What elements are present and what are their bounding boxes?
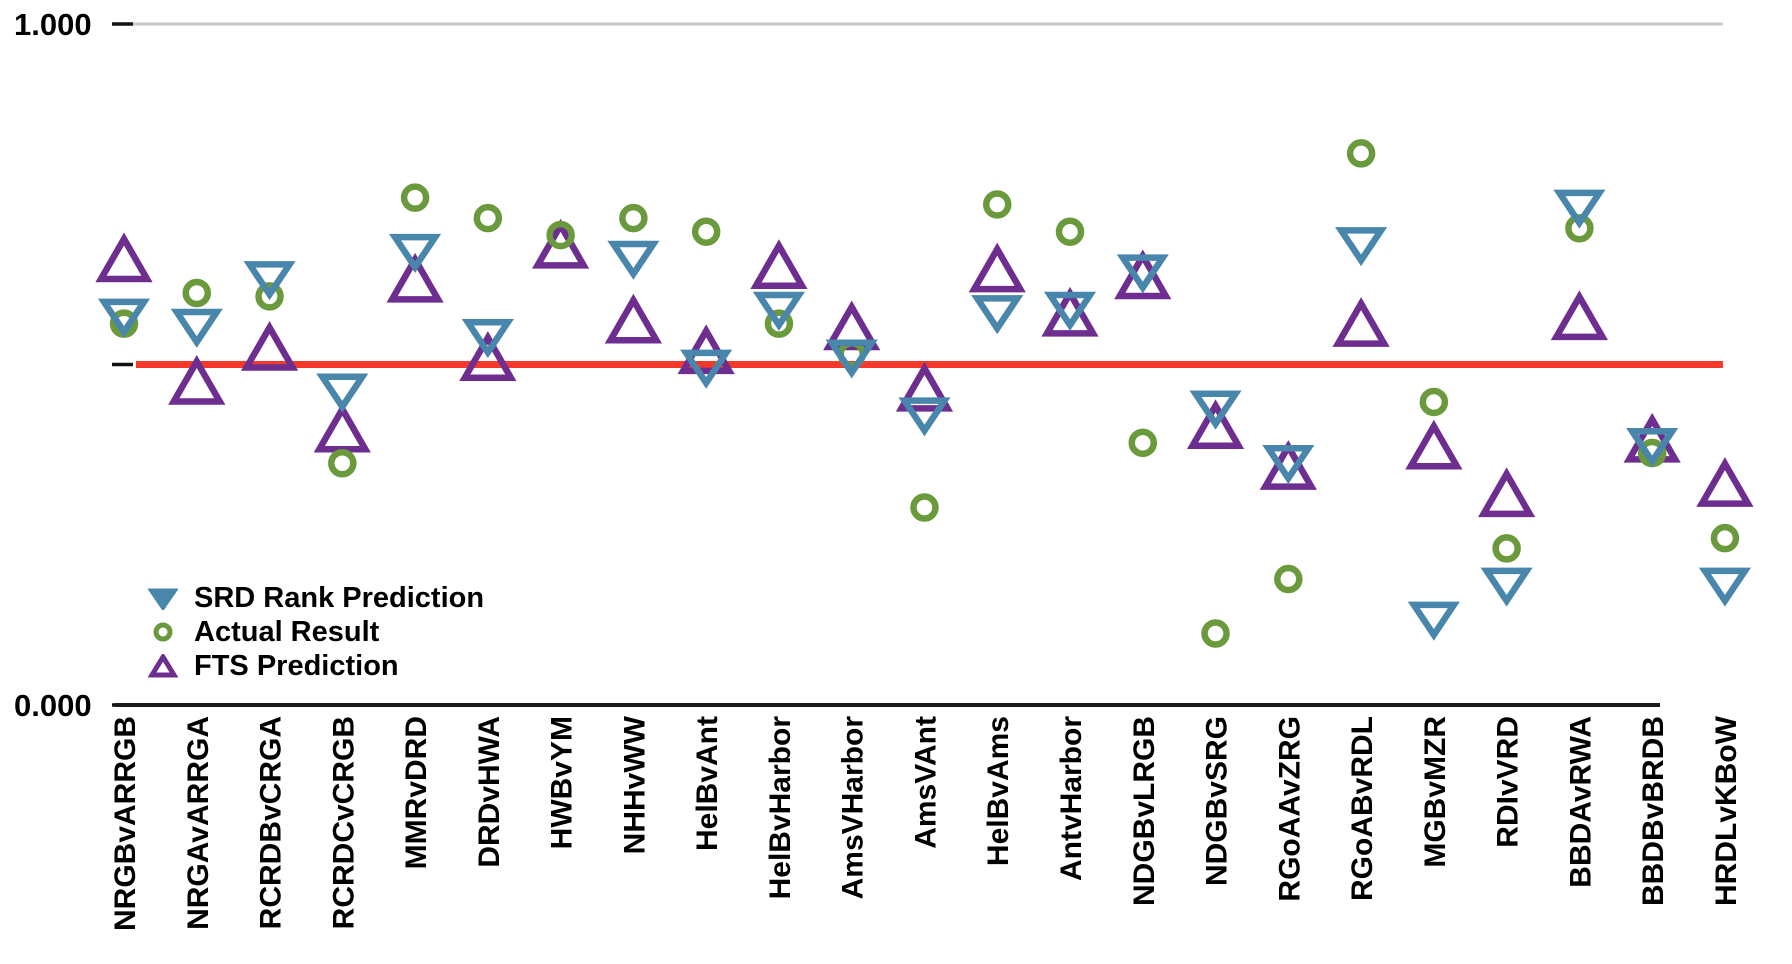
legend-label: FTS Prediction [194,649,399,682]
x-label-BBDBvBRDB: BBDBvBRDB [1637,716,1670,906]
legend-item-fts-prediction: FTS Prediction [148,649,484,683]
x-label-AmsVAnt: AmsVAnt [909,716,942,849]
marker-fts-prediction-RDIvVRD [1478,467,1536,518]
marker-srd-rank-prediction-NDGBvLRGB [1116,254,1169,294]
marker-actual-result-HWBvYM [546,220,575,250]
marker-srd-rank-prediction-DRDvHWA [461,319,514,359]
x-label-NDGBvSRG: NDGBvSRG [1201,716,1234,886]
x-label-AmsVHarbor: AmsVHarbor [837,716,870,900]
marker-fts-prediction-HWBvYM [532,218,590,269]
marker-fts-prediction-NRGBvARRGB [95,232,153,283]
marker-actual-result-RCRDCvCRGB [328,448,357,478]
marker-srd-rank-prediction-HelBvHarbor [752,291,806,331]
marker-fts-prediction-RCRDBvCRGA [240,320,299,371]
y-tick-label-1.000: 1.000 [14,7,92,42]
marker-srd-rank-prediction-HelBvAms [971,295,1024,335]
marker-srd-rank-prediction-AmsVAnt [898,397,951,437]
marker-actual-result-NDGBvLRGB [1128,428,1158,458]
marker-srd-rank-prediction-HelBvAnt [680,349,733,389]
marker-fts-prediction-MMRvDRD [386,252,444,303]
x-label-HRDLvKBoW: HRDLvKBoW [1710,715,1743,906]
x-label-BBDAvRWA: BBDAvRWA [1564,716,1597,888]
marker-fts-prediction-RGoABvRDL [1332,297,1390,347]
circle-icon [153,622,173,642]
marker-actual-result-RDIvVRD [1492,534,1521,563]
x-label-NDGBvLRGB: NDGBvLRGB [1128,716,1161,906]
x-label-DRDvHWA: DRDvHWA [473,716,506,868]
marker-srd-rank-prediction-NRGAvARRGA [170,308,223,348]
legend-item-actual-result: Actual Result [148,615,484,649]
marker-srd-rank-prediction-MGBvMZR [1407,601,1460,641]
marker-actual-result-DRDvHWA [473,203,503,233]
x-label-MMRvDRD: MMRvDRD [400,716,433,869]
marker-srd-rank-prediction-BBDBvBRDB [1626,427,1679,468]
x-label-AntvHarbor: AntvHarbor [1055,716,1088,881]
marker-srd-rank-prediction-HRDLvKBoW [1698,567,1752,607]
marker-srd-rank-prediction-AmsVHarbor [825,339,878,379]
marker-srd-rank-prediction-RGoAAvZRG [1262,444,1315,485]
marker-fts-prediction-AmsVHarbor [823,300,881,351]
legend-label: Actual Result [194,615,380,648]
x-label-RDIvVRD: RDIvVRD [1492,716,1525,848]
x-label-HWBvYM: HWBvYM [546,716,579,849]
y-tick-label-0.000: 0.000 [14,688,92,723]
x-label-NRGBvARRGB: NRGBvARRGB [109,716,142,931]
legend: SRD Rank Prediction Actual Result FTS Pr… [148,581,484,683]
marker-srd-rank-prediction-AntvHarbor [1043,291,1097,331]
marker-fts-prediction-BBDAvRWA [1550,290,1609,341]
marker-srd-rank-prediction-NDGBvSRG [1189,390,1242,430]
marker-srd-rank-prediction-RCRDBvCRGA [243,261,296,301]
marker-actual-result-HelBvAms [982,190,1012,219]
marker-srd-rank-prediction-BBDAvRWA [1553,189,1606,229]
marker-actual-result-MMRvDRD [400,183,430,212]
triangle-down-icon [148,588,178,610]
marker-fts-prediction-HRDLvKBoW [1696,457,1754,507]
marker-actual-result-RGoAAvZRG [1274,564,1303,594]
marker-actual-result-HelBvHarbor [764,309,794,338]
marker-srd-rank-prediction-RCRDCvCRGB [316,373,369,413]
marker-fts-prediction-MGBvMZR [1405,419,1463,470]
marker-actual-result-HelBvAnt [691,217,721,246]
marker-actual-result-RCRDBvCRGA [255,282,284,311]
marker-actual-result-MGBvMZR [1419,387,1449,417]
marker-fts-prediction-NRGAvARRGA [168,355,226,405]
marker-fts-prediction-DRDvHWA [459,331,517,381]
marker-actual-result-NRGAvARRGA [182,278,212,308]
marker-srd-rank-prediction-RDIvVRD [1480,567,1533,607]
x-label-HelBvAnt: HelBvAnt [691,716,724,851]
x-label-NRGAvARRGA: NRGAvARRGA [182,716,215,930]
marker-fts-prediction-HelBvAms [968,242,1026,293]
legend-label: SRD Rank Prediction [194,581,485,614]
x-label-NHHvWW: NHHvWW [618,715,651,854]
marker-actual-result-AmsVAnt [910,493,939,522]
marker-actual-result-NHHvWW [619,203,648,233]
x-label-RGoABvRDL: RGoABvRDL [1346,716,1379,901]
marker-srd-rank-prediction-NHHvWW [607,240,660,280]
x-label-RGoAAvZRG: RGoAAvZRG [1273,716,1306,902]
x-label-HelBvHarbor: HelBvHarbor [764,716,797,900]
marker-fts-prediction-RCRDCvCRGB [313,402,371,453]
marker-actual-result-RGoABvRDL [1346,139,1376,168]
marker-fts-prediction-AmsVAnt [895,361,954,412]
marker-srd-rank-prediction-RGoABvRDL [1335,227,1388,267]
legend-item-srd-rank-prediction: SRD Rank Prediction [148,581,484,615]
marker-fts-prediction-HelBvHarbor [750,239,808,290]
marker-actual-result-HRDLvKBoW [1710,523,1740,553]
marker-fts-prediction-NDGBvSRG [1186,399,1245,450]
marker-fts-prediction-NHHvWW [604,293,663,344]
x-label-MGBvMZR: MGBvMZR [1419,716,1452,868]
x-label-RCRDCvCRGB: RCRDCvCRGB [327,716,360,929]
triangle-up-icon [148,654,178,678]
marker-actual-result-NDGBvSRG [1201,619,1230,648]
x-label-HelBvAms: HelBvAms [982,716,1015,866]
marker-actual-result-AntvHarbor [1055,217,1085,246]
x-label-RCRDBvCRGA: RCRDBvCRGA [255,716,288,929]
marker-srd-rank-prediction-MMRvDRD [389,233,442,273]
marker-srd-rank-prediction-NRGBvARRGB [97,298,151,338]
